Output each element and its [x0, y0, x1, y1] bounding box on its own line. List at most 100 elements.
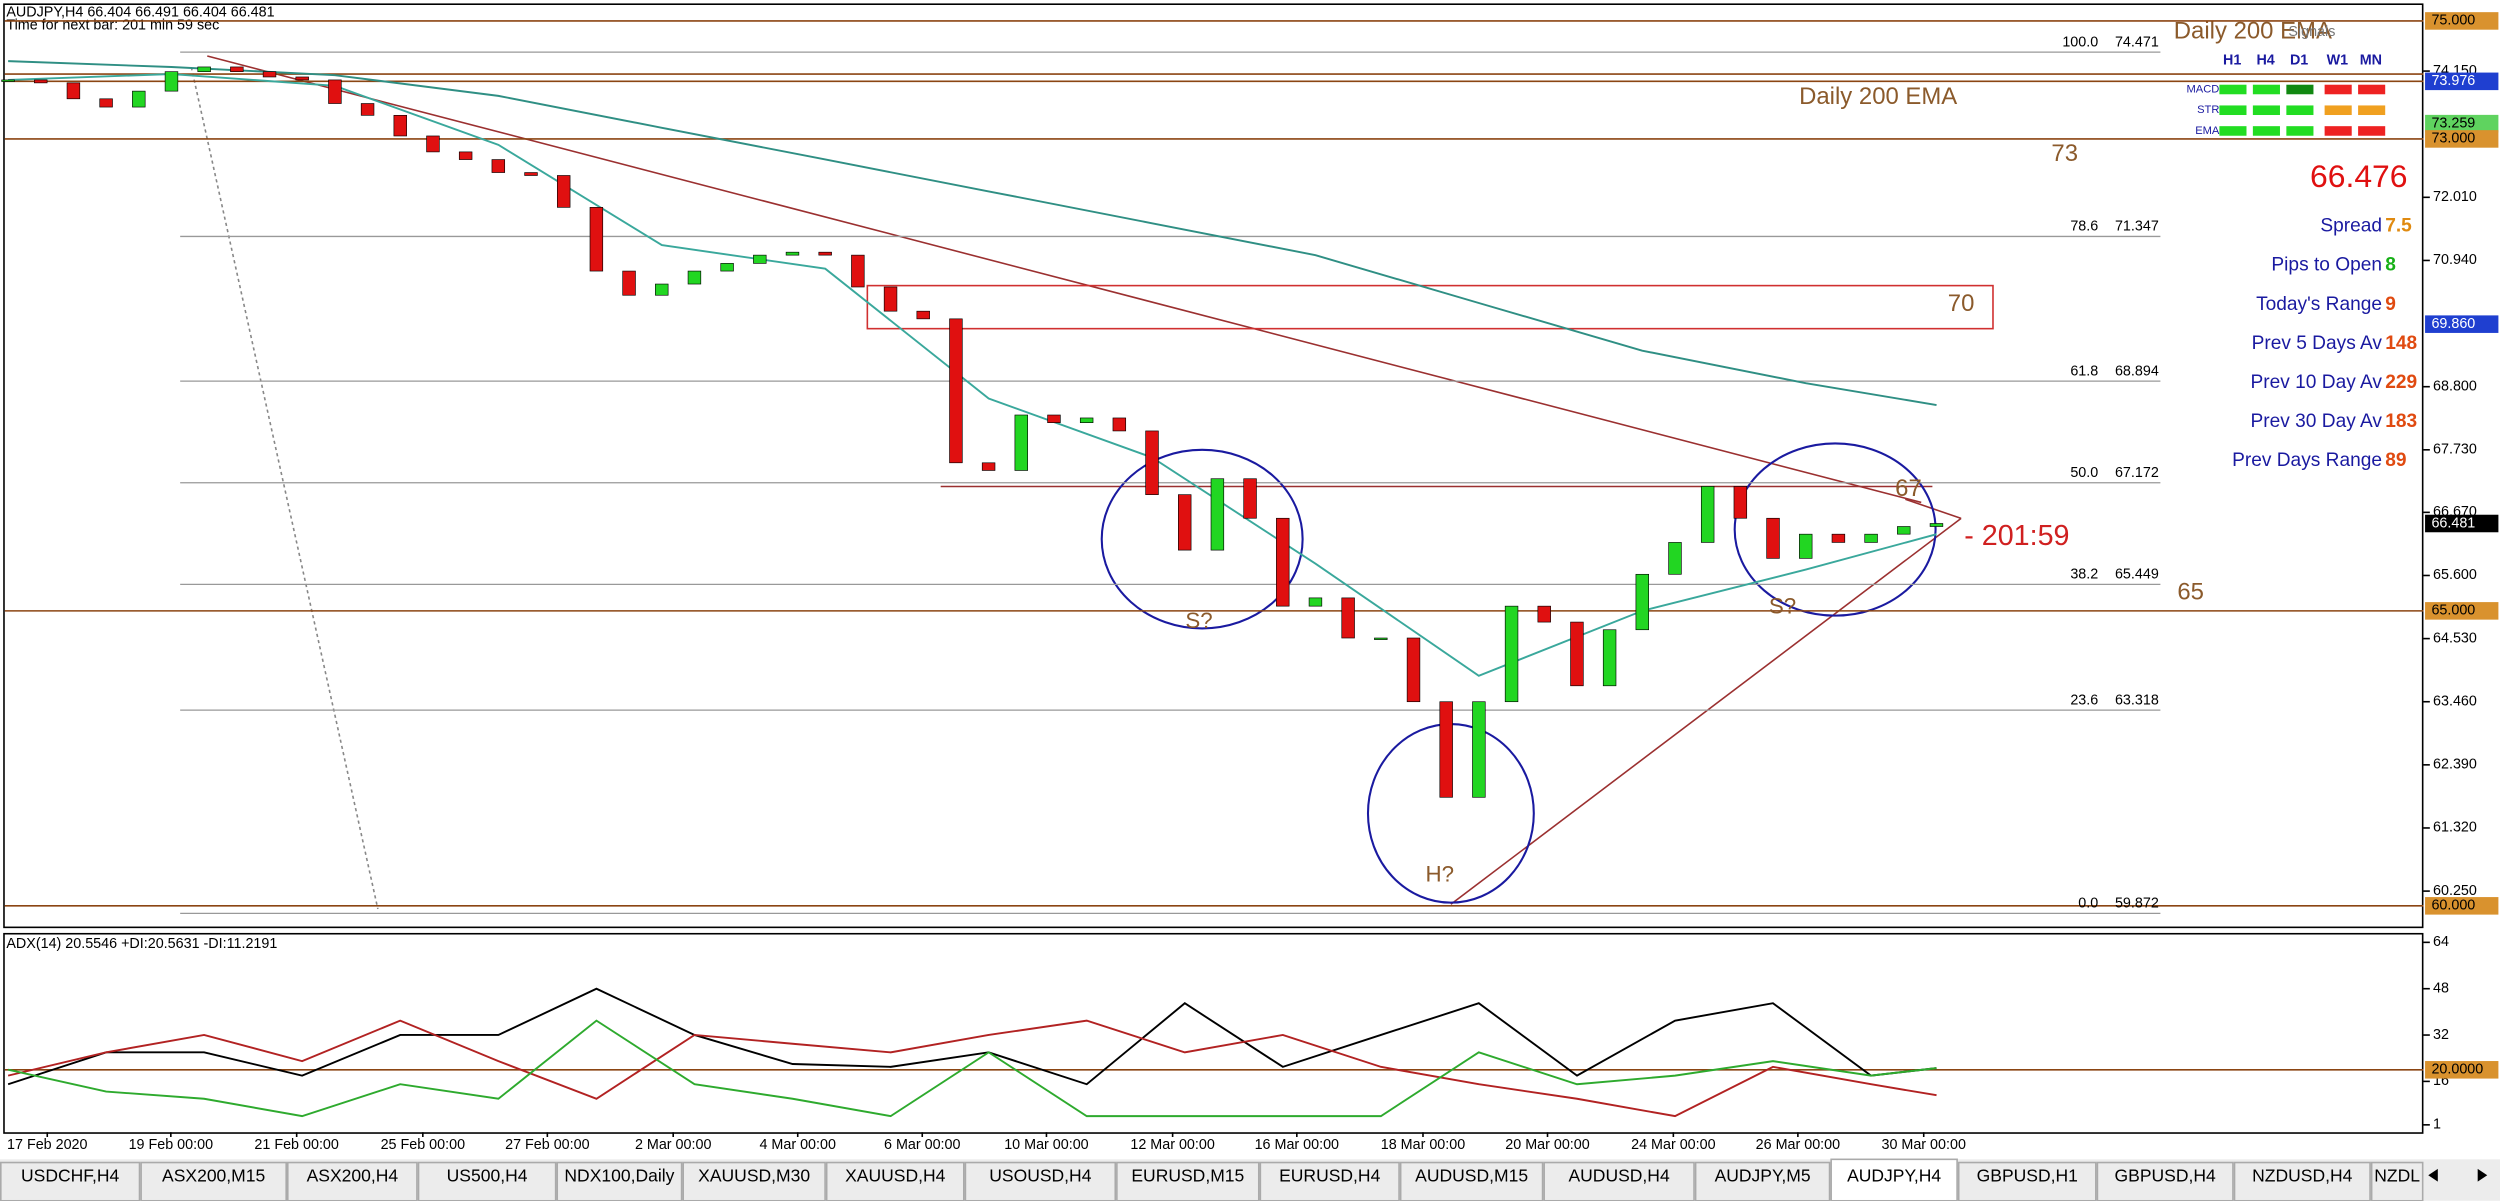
annotation: H?	[1425, 861, 1454, 886]
tab[interactable]	[2233, 1161, 2371, 1201]
signals-title: Signals	[2288, 24, 2335, 40]
candle	[785, 251, 800, 256]
tab[interactable]	[964, 1161, 1117, 1201]
level-label: 67	[1895, 475, 1922, 502]
x-tick-label: 24 Mar 00:00	[1631, 1137, 1715, 1153]
price-tag	[2425, 897, 2499, 915]
candle	[1439, 701, 1453, 798]
candle	[524, 172, 538, 176]
candle	[1047, 414, 1061, 423]
level-label: 70	[1948, 290, 1975, 317]
stat-label: Prev 30 Day Av	[2251, 411, 2383, 432]
y-tick-label: 32	[2433, 1027, 2449, 1043]
tab-label[interactable]: AUDJPY,H4	[1847, 1165, 1941, 1185]
candle	[981, 462, 996, 471]
tab[interactable]	[1259, 1161, 1400, 1201]
scroll-right[interactable]	[2477, 1168, 2488, 1182]
tab-label[interactable]: NDX100,Daily	[564, 1165, 674, 1185]
candle	[360, 103, 375, 116]
signal-box	[2324, 126, 2352, 136]
tab[interactable]	[1694, 1161, 1831, 1201]
tab-label[interactable]: EURUSD,M15	[1131, 1165, 1244, 1185]
tab[interactable]	[0, 1161, 141, 1201]
fib-level: 100.0	[2062, 34, 2098, 50]
y-tick-label: 61.320	[2433, 820, 2477, 836]
y-tick-label: 63.460	[2433, 694, 2477, 710]
fib-level: 38.2	[2070, 567, 2098, 583]
tab-label[interactable]: GBPUSD,H1	[1977, 1165, 2078, 1185]
candle	[1897, 526, 1911, 535]
x-tick-label: 17 Feb 2020	[7, 1137, 87, 1153]
tab-label[interactable]: ASX200,M15	[162, 1165, 265, 1185]
price-tag-label: 69.860	[2431, 316, 2475, 332]
candle	[1178, 494, 1192, 551]
stat-value: 89	[2385, 450, 2406, 471]
tab[interactable]	[1399, 1161, 1544, 1201]
stat-label: Prev 10 Day Av	[2251, 372, 2383, 393]
tab-label[interactable]: EURUSD,H4	[1279, 1165, 1380, 1185]
x-tick-label: 16 Mar 00:00	[1255, 1137, 1339, 1153]
tab-label[interactable]: ASX200,H4	[307, 1165, 399, 1185]
tab-label[interactable]: USOUSD,H4	[989, 1165, 1091, 1185]
tab[interactable]	[286, 1161, 418, 1201]
candle	[1, 79, 15, 82]
tab-label[interactable]: AUDJPY,M5	[1715, 1165, 1811, 1185]
annotation: Daily 200 EMA	[1799, 83, 1957, 110]
tab-label[interactable]: XAUUSD,H4	[845, 1165, 946, 1185]
adx-title: ADX(14) 20.5546 +DI:20.5631 -DI:11.2191	[6, 936, 277, 952]
tab-label[interactable]: AUDUSD,H4	[1568, 1165, 1669, 1185]
fib-price: 63.318	[2115, 692, 2159, 708]
trend-line	[207, 55, 1922, 504]
fib-price: 59.872	[2115, 896, 2159, 912]
stat-value: 229	[2385, 372, 2417, 393]
x-tick-label: 25 Feb 00:00	[381, 1137, 465, 1153]
panel-title: Daily 200 EMA	[2174, 17, 2332, 44]
y-tick-label: 1	[2433, 1117, 2441, 1133]
tab-label[interactable]: AUDUSD,M15	[1415, 1165, 1528, 1185]
fib-level: 0.0	[2078, 896, 2098, 912]
candle	[164, 71, 179, 92]
tab-label[interactable]: NZDUSD,H4	[2252, 1165, 2352, 1185]
timeframe: H4	[2256, 53, 2274, 69]
x-tick-label: 30 Mar 00:00	[1881, 1137, 1965, 1153]
candle	[458, 151, 473, 160]
tab-label[interactable]: XAUUSD,M30	[698, 1165, 810, 1185]
x-tick-label: 10 Mar 00:00	[1004, 1137, 1088, 1153]
candle	[491, 159, 506, 173]
tab-label[interactable]: USDCHF,H4	[21, 1165, 120, 1185]
tab-label[interactable]: GBPUSD,H4	[2115, 1165, 2216, 1185]
y-tick-label: 70.940	[2433, 252, 2477, 268]
signal-box	[2219, 105, 2247, 116]
price-tag-label: 66.481	[2431, 515, 2475, 531]
trend-line	[1450, 517, 1962, 905]
x-tick-label: 4 Mar 00:00	[759, 1137, 835, 1153]
tab[interactable]	[2370, 1161, 2424, 1201]
tab-label[interactable]: US500,H4	[447, 1165, 528, 1185]
candle	[1602, 629, 1617, 687]
x-tick-label: 12 Mar 00:00	[1130, 1137, 1214, 1153]
tab[interactable]	[825, 1161, 965, 1201]
candle	[99, 98, 113, 108]
stat-value: 7.5	[2385, 216, 2412, 237]
x-tick-label: 2 Mar 00:00	[635, 1137, 711, 1153]
candle	[1570, 621, 1584, 687]
signal-box	[2286, 126, 2314, 136]
candle	[1374, 637, 1388, 640]
x-tick-label: 18 Mar 00:00	[1381, 1137, 1465, 1153]
tab-label[interactable]: NZDL	[2374, 1165, 2420, 1185]
candle	[589, 207, 604, 272]
candle	[328, 79, 342, 104]
timeframe: D1	[2290, 53, 2308, 69]
indicator-line	[8, 60, 1937, 406]
stat-label: Prev 5 Days Av	[2252, 333, 2383, 354]
tab[interactable]	[2096, 1161, 2234, 1201]
tab[interactable]	[1543, 1161, 1695, 1201]
price-tag	[2425, 130, 2499, 148]
annotation: - 201:59	[1964, 520, 2069, 552]
scroll-left[interactable]	[2428, 1168, 2438, 1182]
signal-box	[2358, 126, 2386, 136]
stat-value: 183	[2385, 411, 2417, 432]
tab[interactable]	[1830, 1158, 1958, 1201]
